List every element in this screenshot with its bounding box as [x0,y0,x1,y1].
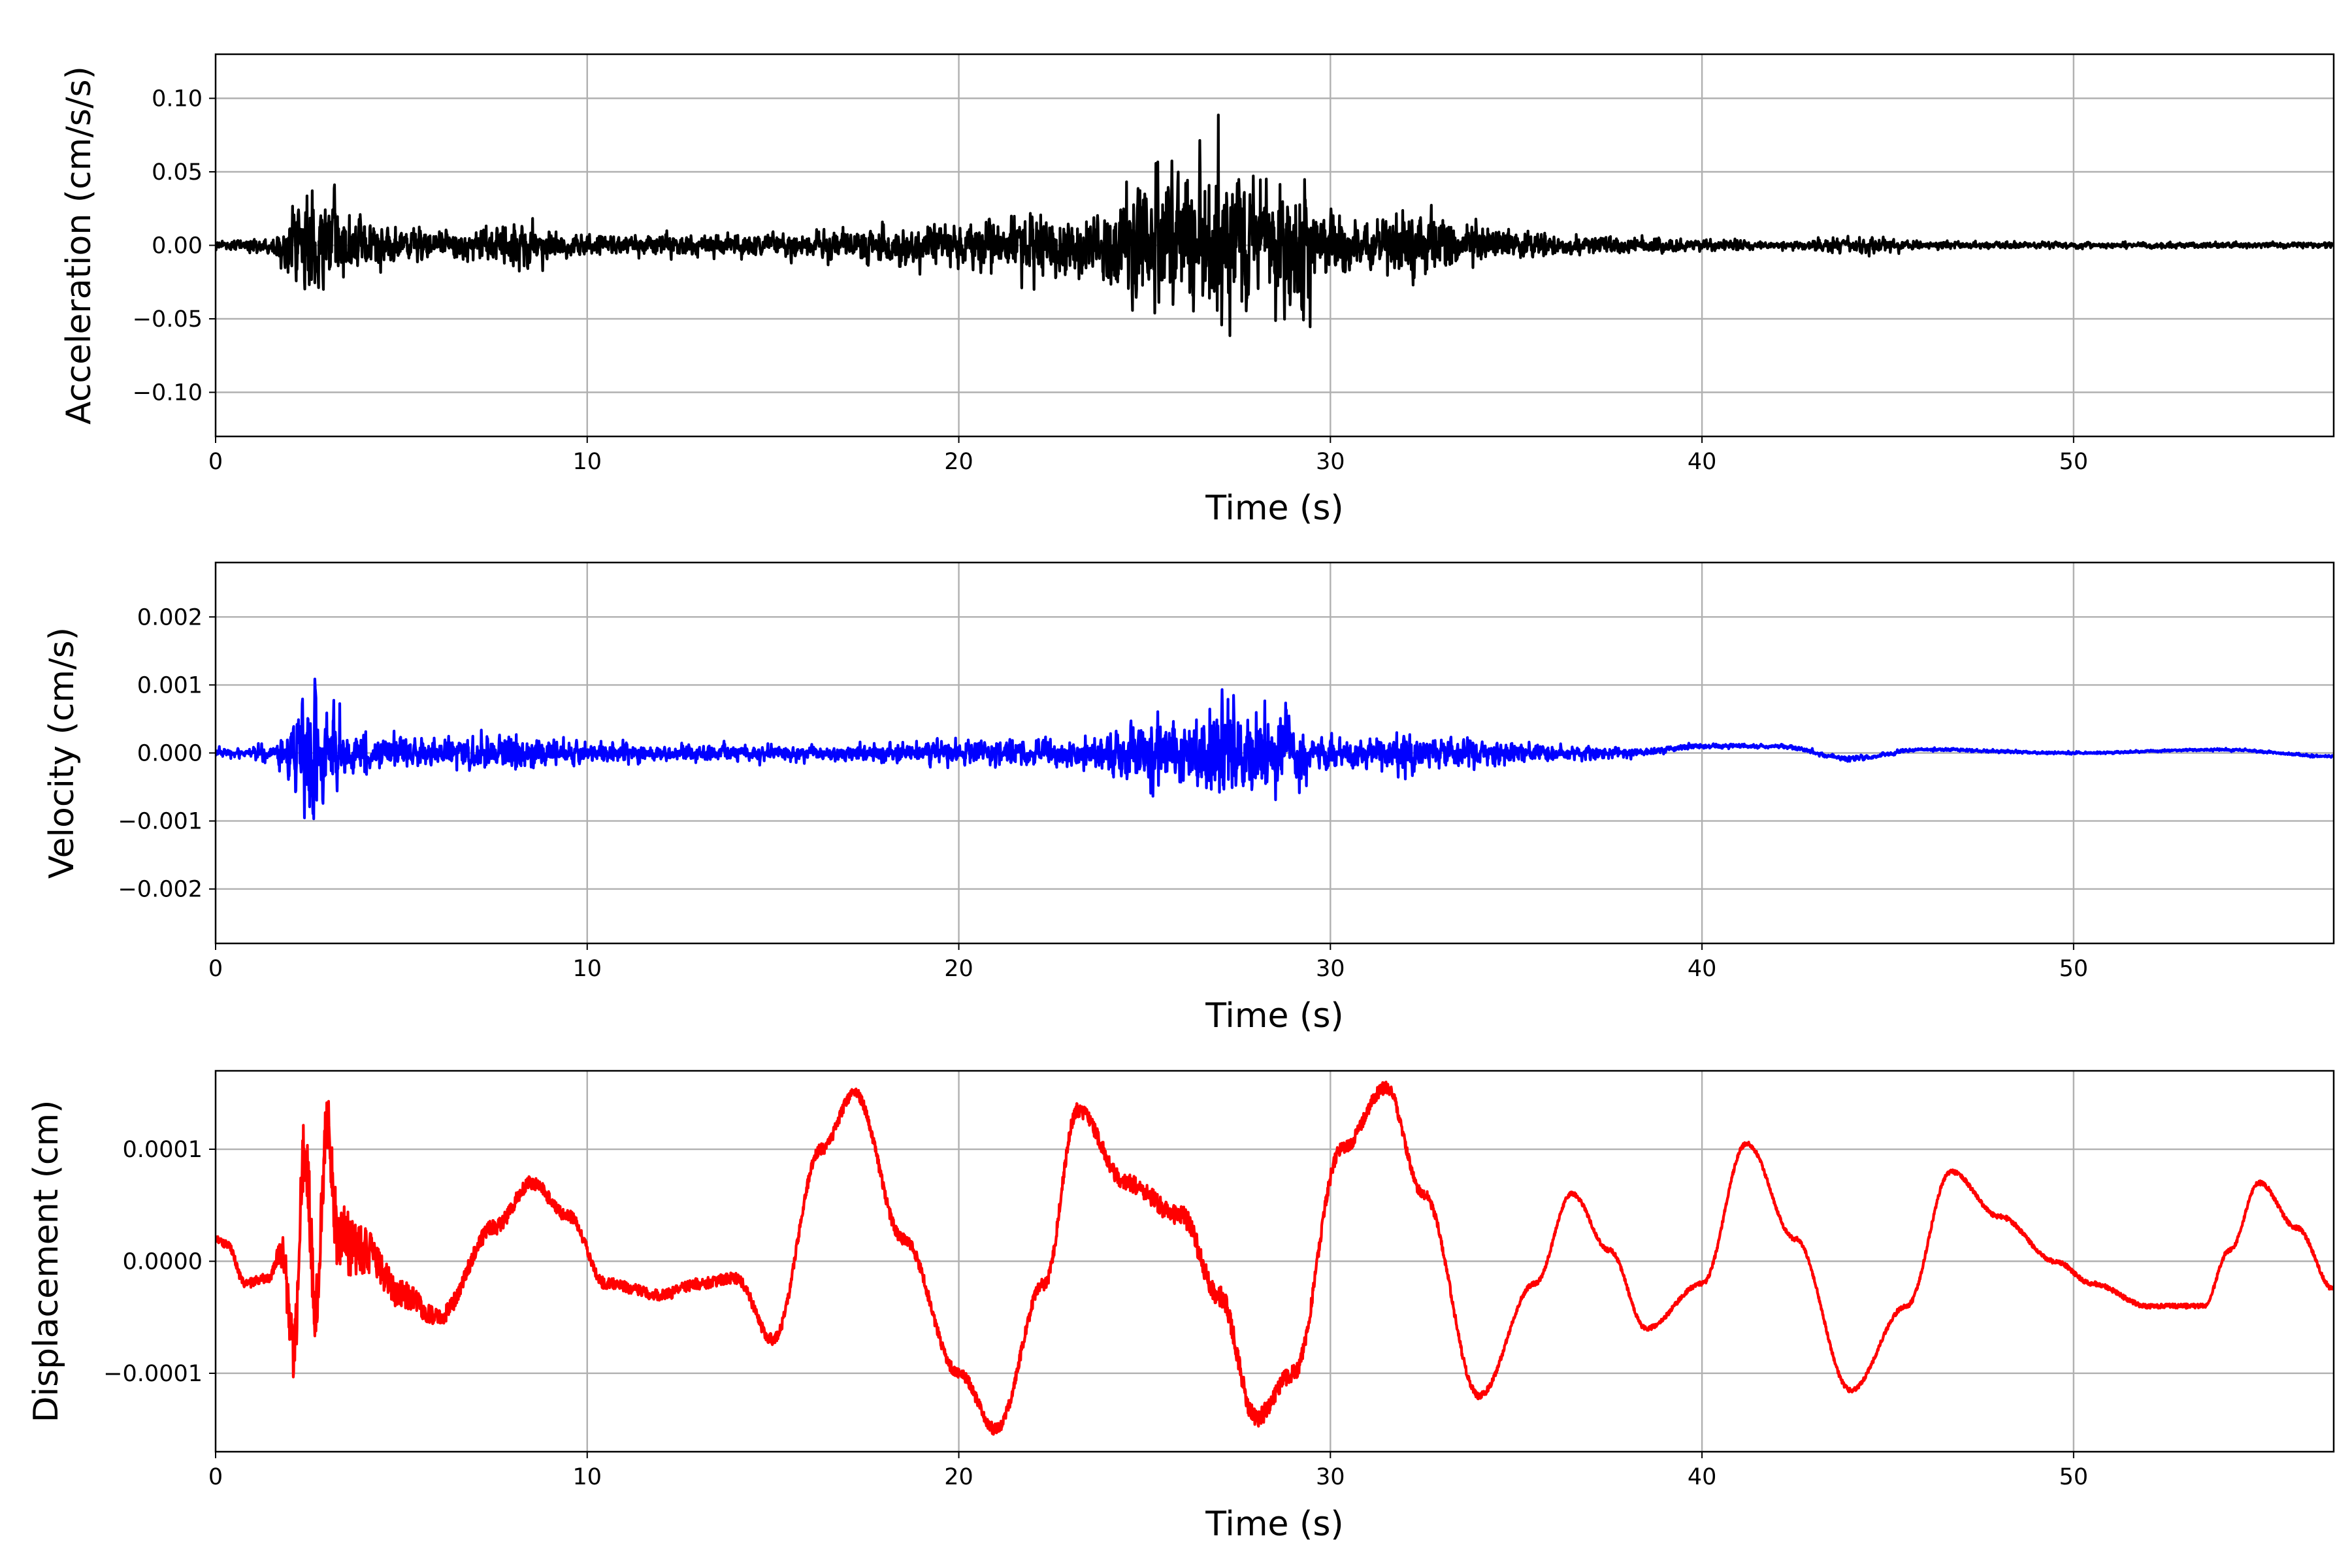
acceleration-panel: 0 10 20 30 40 50 0.10 0.05 0.00 −0.05 −0.10 Time (… [59,53,2335,528]
x-tick-label: 30 [1316,956,1345,982]
y-tick-label: −0.002 [118,877,203,903]
velocity-trace-line [216,678,2334,821]
acceleration-x-axis-label: Time (s) [1205,489,1343,528]
x-tick-label: 0 [208,956,223,982]
x-tick-label: 30 [1316,449,1345,475]
y-tick-label: −0.05 [133,306,203,333]
y-tick-label: 0.0000 [123,1249,203,1275]
x-tick-label: 0 [208,449,223,475]
y-tick-label: 0.001 [137,672,203,698]
x-tick-label: 30 [1316,1464,1345,1490]
y-tick-label: 0.000 [137,741,203,767]
acceleration-ticks: 0 10 20 30 40 50 0.10 0.05 0.00 −0.05 −0.10 [133,86,2088,476]
x-tick-label: 20 [944,956,973,982]
displacement-ticks: 0 10 20 30 40 50 0.0001 0.0000 −0.0001 [103,1137,2088,1490]
displacement-trace-line [216,1081,2334,1436]
velocity-x-axis-label: Time (s) [1205,996,1343,1036]
acceleration-y-axis-label: Acceleration (cm/s/s) [59,66,99,425]
displacement-trace-group [216,1081,2334,1436]
y-tick-label: 0.00 [152,233,203,259]
displacement-grid [216,1071,2334,1452]
y-tick-label: −0.0001 [103,1361,203,1387]
x-tick-label: 50 [2059,449,2089,475]
y-tick-label: 0.05 [152,159,203,186]
y-tick-label: 0.002 [137,604,203,630]
displacement-y-axis-label: Displacement (cm) [27,1100,66,1423]
x-tick-label: 20 [944,449,973,475]
y-tick-label: 0.10 [152,86,203,112]
x-tick-label: 50 [2059,956,2089,982]
y-tick-label: −0.001 [118,809,203,835]
x-tick-label: 40 [1688,1464,1717,1490]
y-tick-label: −0.10 [133,380,203,406]
x-tick-label: 40 [1688,956,1717,982]
velocity-panel: 0 10 20 30 40 50 0.002 0.001 0.000 −0.001 −0.002 T… [42,561,2335,1036]
acceleration-trace-line [216,113,2334,337]
x-tick-label: 50 [2059,1464,2089,1490]
x-tick-label: 20 [944,1464,973,1490]
acceleration-trace-group [216,113,2334,337]
displacement-x-axis-label: Time (s) [1205,1505,1343,1544]
x-tick-label: 10 [572,1464,602,1490]
velocity-trace-group [216,678,2334,821]
velocity-y-axis-label: Velocity (cm/s) [42,627,82,879]
x-tick-label: 10 [572,956,602,982]
velocity-ticks: 0 10 20 30 40 50 0.002 0.001 0.000 −0.001 −0.002 [118,604,2088,982]
x-tick-label: 0 [208,1464,223,1490]
x-tick-label: 40 [1688,449,1717,475]
y-tick-label: 0.0001 [123,1137,203,1163]
x-tick-label: 10 [572,449,602,475]
